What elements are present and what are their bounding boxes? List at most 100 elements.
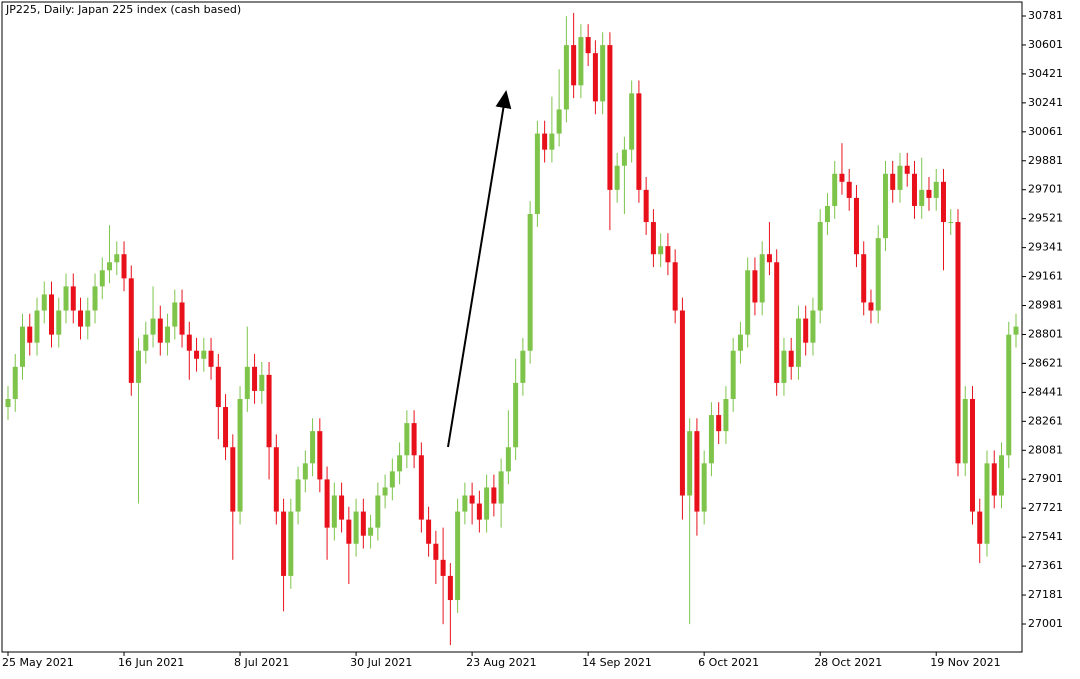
x-tick-label: 6 Oct 2021 [698,656,759,669]
candle-body [259,374,265,391]
candle-body [890,173,896,190]
candle-body [440,559,446,576]
candle-body [498,471,504,504]
candle-body [810,310,816,343]
candle-body [447,575,453,601]
candle-body [143,334,149,351]
plot-frame [1,1,1023,653]
y-tick-label: 27361 [1028,559,1063,572]
candle-body [549,133,555,150]
candle-body [984,463,990,544]
y-tick-label: 30421 [1028,67,1063,80]
candle-body [542,133,548,150]
x-tick-label: 8 Jul 2021 [234,656,289,669]
candle-body [556,109,562,134]
candle-body [491,487,497,504]
y-tick-label: 29341 [1028,241,1063,254]
candle-body [78,310,84,327]
candle-body [252,366,258,391]
candle-body [658,246,664,255]
candle-body [672,262,678,311]
candle-body [85,310,91,327]
candle-body [92,286,98,311]
candle-body [636,93,642,190]
candle-body [571,45,577,86]
candle-body [839,173,845,182]
candle-body [955,222,961,464]
candle-body [295,479,301,512]
candle-body [56,310,62,335]
candle-body [919,189,925,206]
candle-body [302,463,308,480]
candle-body [940,181,946,223]
candle-body [614,165,620,190]
candle-body [114,254,120,263]
candle-body [1006,334,1012,456]
candle-body [433,543,439,560]
candle-body [665,246,671,263]
candle-body [723,398,729,432]
candle-body [832,173,838,206]
x-tick-label: 14 Sep 2021 [582,656,652,669]
candle-body [817,222,823,311]
candle-body [505,447,511,472]
candle-body [317,431,323,480]
candle-body [310,431,316,464]
candle-body [911,173,917,206]
trend-arrow [447,90,512,448]
y-tick-label: 29161 [1028,270,1063,283]
candle-body [803,318,809,343]
candle-body [781,350,787,383]
candle-body [679,310,685,496]
candle-body [266,374,272,448]
candle-body [998,455,1004,496]
y-tick-label: 30061 [1028,125,1063,138]
candle-body [476,503,482,520]
candle-body [157,318,163,343]
candle-body [223,407,229,448]
candle-body [201,350,207,359]
candle-body [592,53,598,102]
candle-body [694,431,700,512]
y-tick-label: 28081 [1028,443,1063,456]
candle-body [824,205,830,223]
candle-body [165,326,171,343]
candle-body [397,455,403,472]
candle-body [585,37,591,54]
candle-body [331,495,337,528]
y-tick-label: 28261 [1028,414,1063,427]
candle-body [861,254,867,303]
candle-body [948,222,954,224]
candle-body [795,318,801,367]
candle-body [179,302,185,335]
y-tick-label: 27901 [1028,472,1063,485]
candle-body [629,93,635,150]
candle-body [933,181,939,198]
candle-body [70,286,76,311]
candle-body [128,278,134,383]
candle-body [737,334,743,351]
candle-body [962,398,968,464]
x-tick-label: 25 May 2021 [2,656,74,669]
candle-body [853,197,859,255]
candle-body [774,262,780,383]
y-tick-label: 29701 [1028,183,1063,196]
candle-body [208,350,214,367]
candle-body [701,463,707,512]
candle-body [368,527,374,536]
candle-body [353,511,359,544]
y-tick-label: 30781 [1028,9,1063,22]
candle-body [687,431,693,496]
x-tick-label: 28 Oct 2021 [814,656,882,669]
candle-body [281,511,287,576]
y-tick-label: 27541 [1028,530,1063,543]
candle-body [41,294,47,311]
candle-body [650,222,656,255]
y-tick-label: 29881 [1028,154,1063,167]
candle-body [389,471,395,488]
candle-body [244,366,250,399]
x-tick-label: 30 Jul 2021 [350,656,412,669]
candle-body [766,254,772,263]
candle-body [904,165,910,174]
candle-body [194,350,200,359]
